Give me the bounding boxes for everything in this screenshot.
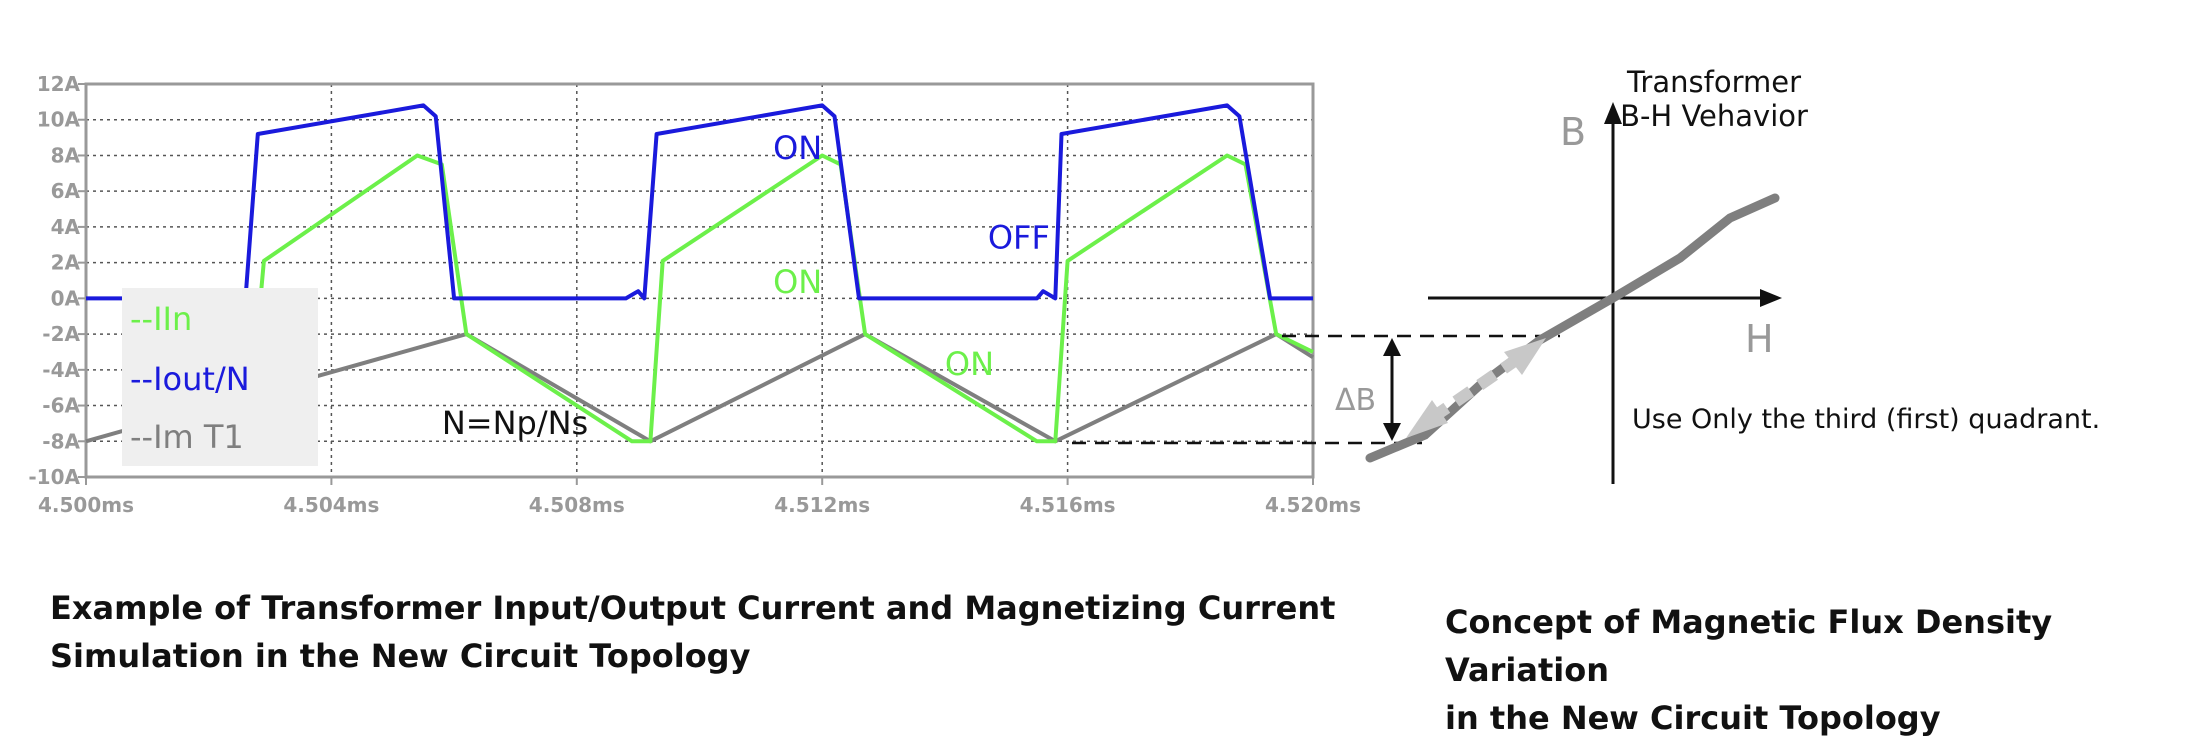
chart-series (85, 103, 1315, 444)
delta-b-label: ΔB (1335, 383, 1376, 418)
legend-entry-iout: --Iout/N (130, 360, 250, 398)
flux-swing-arrow-down (1406, 400, 1448, 438)
flux-swing-arrow-up (1504, 338, 1546, 375)
y-tick-label: -2A (42, 322, 80, 346)
h-axis-arrowhead (1760, 289, 1782, 307)
legend-entry-iin: --IIn (130, 300, 192, 338)
left-caption-line1: Example of Transformer Input/Output Curr… (50, 589, 1336, 627)
bh-note: Use Only the third (first) quadrant. (1632, 404, 2100, 435)
annotation-label: ON (773, 129, 822, 167)
y-axis-ticks: 12A 10A 8A 6A 4A 2A 0A -2A -4A -6A -8A -10A (28, 72, 86, 489)
h-axis-label: H (1745, 317, 1774, 361)
bh-title-line2: B-H Vehavior (1620, 99, 1808, 133)
y-tick-label: 2A (51, 251, 81, 275)
y-tick-label: -8A (42, 429, 80, 453)
bh-title-line1: Transformer (1626, 65, 1801, 99)
waveform-chart: 12A 10A 8A 6A 4A 2A 0A -2A -4A -6A -8A -10A 4.500ms… (28, 72, 1361, 517)
left-caption-line2: Simulation in the New Circuit Topology (50, 637, 751, 675)
series-iout-line (86, 103, 1313, 301)
y-tick-label: 6A (51, 179, 81, 203)
y-tick-label: 0A (51, 286, 81, 310)
x-axis-ticks: 4.500ms 4.504ms 4.508ms 4.512ms 4.516ms 4.520… (38, 477, 1361, 517)
annotation-label: OFF (988, 218, 1050, 256)
x-tick-label: 4.500ms (38, 493, 134, 517)
x-tick-label: 4.520ms (1265, 493, 1361, 517)
plot-frame (84, 82, 1315, 479)
y-tick-label: -6A (42, 394, 80, 418)
b-axis-arrowhead (1604, 102, 1622, 124)
chart-annotations: ON OFF ON ON N=Np/Ns (442, 129, 1050, 442)
right-caption: Concept of Magnetic Flux Density Variati… (1445, 598, 2185, 742)
flux-swing-dashed (1428, 355, 1520, 423)
right-caption-line2: in the New Circuit Topology (1445, 699, 1941, 737)
x-tick-label: 4.516ms (1020, 493, 1116, 517)
series-iin-line (249, 153, 1314, 444)
y-tick-label: 4A (51, 215, 81, 239)
y-tick-label: -4A (42, 358, 80, 382)
annotation-label: ON (773, 263, 822, 301)
y-tick-label: 12A (37, 72, 81, 96)
y-tick-label: 8A (51, 143, 81, 167)
right-caption-line1: Concept of Magnetic Flux Density Variati… (1445, 603, 2053, 689)
x-tick-label: 4.504ms (283, 493, 379, 517)
annotation-label: N=Np/Ns (442, 404, 588, 442)
bh-diagram: B H Transformer B-H Vehavior Use Only th… (1365, 65, 2100, 484)
legend-box (122, 288, 318, 466)
y-tick-label: 10A (37, 108, 81, 132)
y-tick-label: -10A (28, 465, 80, 489)
chart-legend: --IIn --Iout/N --Im T1 (122, 288, 318, 466)
delta-b-arrow-bottom (1383, 423, 1401, 441)
figure: 12A 10A 8A 6A 4A 2A 0A -2A -4A -6A -8A -10A 4.500ms… (28, 65, 2100, 517)
x-tick-label: 4.512ms (774, 493, 870, 517)
annotation-label: ON (945, 345, 994, 383)
legend-entry-im: --Im T1 (130, 418, 244, 456)
b-axis-label: B (1560, 110, 1586, 154)
delta-b-arrow-top (1383, 338, 1401, 356)
x-tick-label: 4.508ms (529, 493, 625, 517)
left-caption: Example of Transformer Input/Output Curr… (50, 584, 1350, 680)
